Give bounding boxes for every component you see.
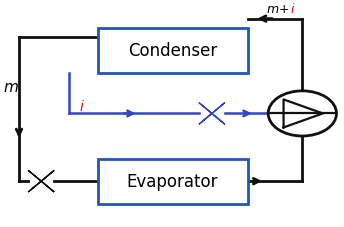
FancyBboxPatch shape (97, 29, 248, 74)
Polygon shape (28, 170, 54, 192)
Text: $m$: $m$ (2, 79, 18, 94)
FancyBboxPatch shape (97, 159, 248, 204)
Text: $i$: $i$ (290, 2, 296, 16)
Circle shape (268, 91, 336, 136)
Text: $m$+: $m$+ (267, 3, 290, 16)
Text: Evaporator: Evaporator (127, 172, 218, 190)
Text: $i$: $i$ (79, 99, 85, 114)
Polygon shape (199, 103, 225, 125)
Text: Condenser: Condenser (128, 42, 217, 60)
